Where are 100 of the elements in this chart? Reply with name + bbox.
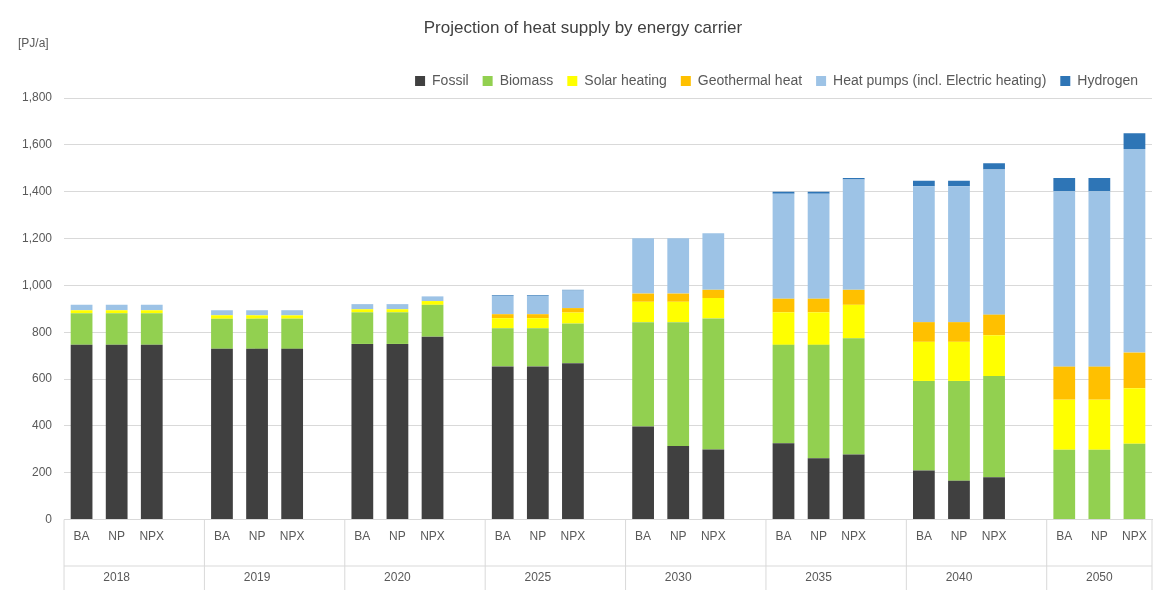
text: 2030 [664, 570, 692, 585]
bar [948, 480, 970, 520]
bar [70, 344, 93, 520]
x-tick-label: NP [1091, 529, 1108, 544]
bar [140, 304, 163, 311]
text: 2050 [1086, 570, 1114, 585]
bar [667, 322, 690, 447]
bar [1088, 191, 1111, 367]
bar [772, 344, 795, 444]
bar [702, 318, 725, 450]
bar [246, 310, 268, 316]
x-tick-label: BA [1056, 529, 1073, 544]
bar [913, 380, 935, 471]
bar [948, 186, 970, 323]
bar [386, 343, 409, 520]
bar [702, 289, 725, 299]
bar [948, 180, 970, 187]
bar [421, 301, 444, 305]
bar [983, 163, 1005, 170]
text: 2040 [945, 570, 973, 585]
bar [1123, 443, 1146, 520]
bar [983, 376, 1005, 478]
y-tick-label: 0 [45, 511, 53, 526]
bar [491, 314, 514, 319]
x-tick-label: NP [810, 529, 827, 544]
bar [526, 328, 549, 367]
bar [351, 312, 374, 344]
bar [351, 343, 374, 520]
bar [211, 315, 233, 319]
y-tick-label: 1,000 [22, 277, 53, 292]
x-tick-label: NPX [841, 529, 867, 544]
bar [842, 304, 865, 339]
bar [491, 366, 514, 520]
text: 2035 [805, 570, 833, 585]
bar [70, 310, 93, 314]
bar [1053, 399, 1076, 450]
bar [246, 315, 268, 319]
bar [211, 318, 233, 349]
bar [948, 341, 970, 381]
bar [105, 304, 128, 311]
x-tick-label: NPX [981, 529, 1007, 544]
bar [211, 310, 233, 316]
bar [842, 454, 865, 520]
x-tick-label: NP [389, 529, 406, 544]
bar [491, 328, 514, 367]
y-axis-title: [PJ/a] [18, 36, 49, 50]
bar [386, 312, 409, 344]
bar [702, 449, 725, 520]
bar [913, 341, 935, 381]
bar [421, 304, 444, 337]
bar [667, 293, 690, 302]
bar [105, 313, 128, 345]
bar [1123, 352, 1146, 389]
y-tick-label: 200 [32, 465, 53, 480]
bar [140, 310, 163, 314]
bar [667, 446, 690, 520]
bar [421, 336, 444, 520]
bar [105, 344, 128, 520]
bar [281, 310, 304, 316]
legend-label: Biomass [499, 71, 554, 88]
bar [1123, 133, 1146, 150]
bar [140, 344, 163, 520]
bar [772, 191, 795, 194]
bar [526, 295, 549, 315]
bar [1088, 449, 1111, 520]
bar [562, 323, 584, 364]
bar [1123, 388, 1146, 444]
x-tick-label: BA [213, 529, 230, 544]
x-tick-label: BA [494, 529, 511, 544]
bar [562, 363, 584, 520]
bar [913, 180, 935, 187]
bar [772, 312, 795, 345]
y-tick-label: 1,400 [22, 184, 53, 198]
bar [491, 318, 514, 329]
x-tick-label: BA [915, 529, 932, 544]
bar [351, 304, 374, 310]
x-tick-label: NPX [700, 529, 726, 544]
bar [1053, 191, 1076, 367]
bar [1053, 366, 1076, 400]
bar [913, 322, 935, 342]
bar [70, 304, 93, 311]
bar [1088, 366, 1111, 400]
x-tick-label: NP [529, 529, 547, 544]
y-tick-label: 400 [32, 418, 53, 433]
legend-label: Geothermal heat [697, 71, 803, 88]
bar [983, 314, 1005, 336]
bar [667, 301, 690, 323]
bar [632, 322, 654, 427]
legend-label: Fossil [432, 71, 469, 88]
bar [1053, 178, 1076, 192]
y-tick-label: 1,200 [22, 230, 53, 245]
bar [948, 322, 970, 342]
x-tick-label: NP [248, 529, 266, 544]
bar [246, 318, 268, 349]
text: 2025 [524, 570, 552, 585]
legend-label: Solar heating [584, 71, 667, 88]
bar [1088, 399, 1111, 450]
bar [842, 338, 865, 455]
bar [983, 335, 1005, 377]
x-tick-label: NP [950, 529, 968, 544]
